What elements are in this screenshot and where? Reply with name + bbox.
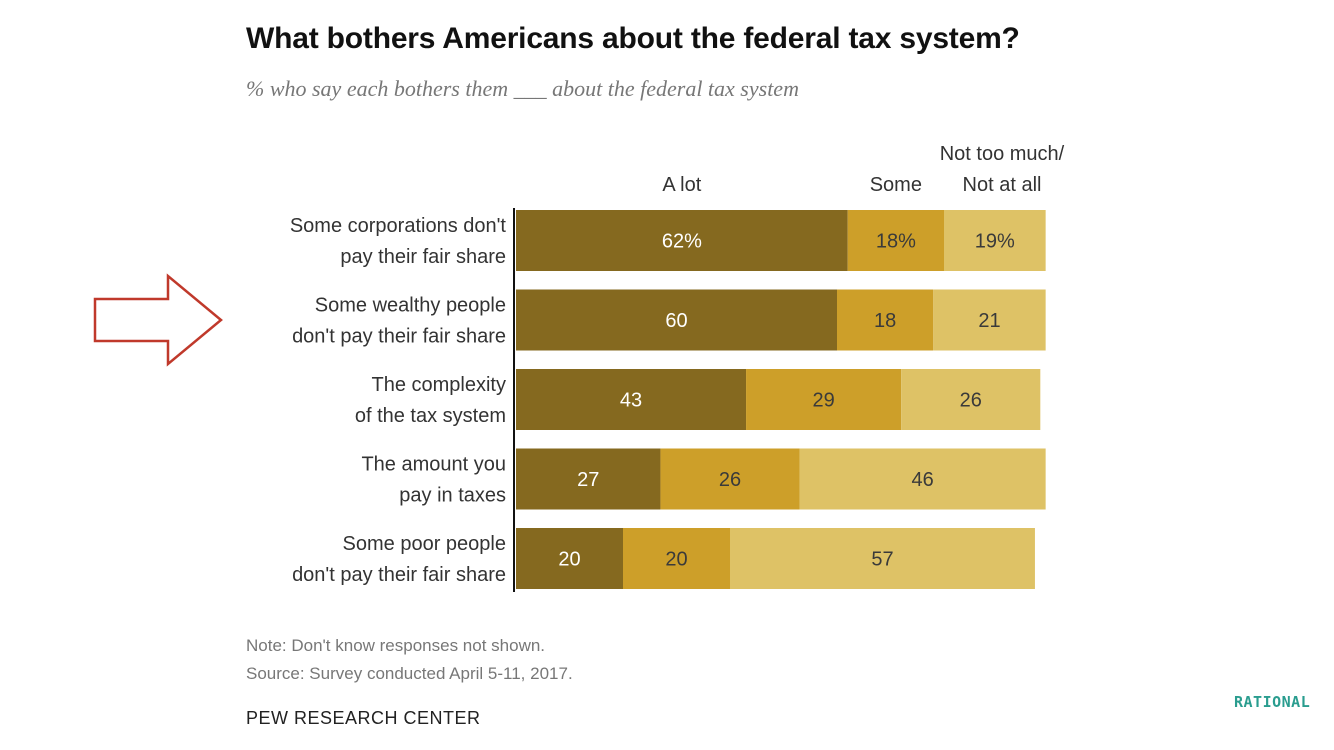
bar-segment xyxy=(933,289,1046,351)
category-label: of the tax system xyxy=(355,405,506,427)
category-label: Some poor people xyxy=(343,533,506,555)
category-label: Some wealthy people xyxy=(315,295,506,317)
bar-value-label: 60 xyxy=(665,310,687,332)
bar-segment xyxy=(516,210,848,271)
category-label: don't pay their fair share xyxy=(292,326,506,348)
bar-value-label: 21 xyxy=(978,310,1000,332)
bar-value-label: 62% xyxy=(662,231,702,253)
bar-segment xyxy=(901,369,1041,430)
category-label: don't pay their fair share xyxy=(292,564,506,586)
chart-note: Note: Don't know responses not shown. xyxy=(246,636,546,655)
bar-segment xyxy=(516,448,661,510)
legend-label-some: Some xyxy=(870,174,922,196)
bar-segment xyxy=(516,289,837,351)
bar-value-label: 46 xyxy=(911,469,933,491)
bar-value-label: 26 xyxy=(719,469,741,491)
bar-value-label: 26 xyxy=(960,390,982,412)
organization-name: PEW RESEARCH CENTER xyxy=(246,708,481,728)
bar-segment xyxy=(730,528,1035,589)
bar-value-label: 20 xyxy=(665,549,687,571)
bar-value-label: 29 xyxy=(813,390,835,412)
legend-label-not-much: Not too much/ xyxy=(940,143,1065,165)
category-label: Some corporations don't xyxy=(290,215,507,237)
bar-value-label: 57 xyxy=(871,549,893,571)
legend-label-a-lot: A lot xyxy=(662,174,701,196)
chart-title: What bothers Americans about the federal… xyxy=(246,22,1020,55)
bar-value-label: 19% xyxy=(975,231,1015,253)
bar-segment xyxy=(746,369,902,430)
category-label: The complexity xyxy=(372,374,507,396)
bar-segment xyxy=(516,369,747,430)
bar-segment xyxy=(516,528,623,589)
chart-source: Source: Survey conducted April 5-11, 201… xyxy=(246,664,573,683)
legend-label-not-at-all: Not at all xyxy=(963,174,1042,196)
bar-segment xyxy=(799,448,1046,510)
category-label: The amount you xyxy=(361,454,506,476)
watermark-logo: RATIONAL xyxy=(1234,693,1311,711)
category-label: pay their fair share xyxy=(340,246,506,268)
bar-value-label: 27 xyxy=(577,469,599,491)
bar-value-label: 20 xyxy=(558,549,580,571)
bar-segment xyxy=(660,448,800,510)
highlight-arrow-icon xyxy=(93,273,223,367)
bar-segment xyxy=(847,210,944,271)
bar-value-label: 18% xyxy=(876,231,916,253)
bar-segment xyxy=(623,528,730,589)
chart-subtitle: % who say each bothers them ___ about th… xyxy=(246,76,799,101)
category-label: pay in taxes xyxy=(399,485,506,507)
bar-segment xyxy=(944,210,1046,271)
bar-segment xyxy=(837,289,934,351)
bar-value-label: 43 xyxy=(620,390,642,412)
bar-value-label: 18 xyxy=(874,310,896,332)
